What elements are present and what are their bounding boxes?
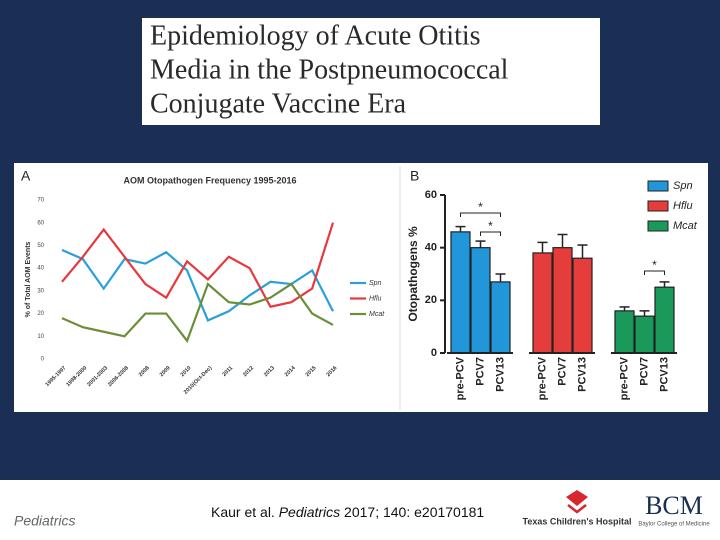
x-tick-label: PCV13 xyxy=(494,357,506,392)
legend-swatch xyxy=(647,220,669,232)
x-tick-label: PCV7 xyxy=(474,357,486,386)
y-tick-label: 40 xyxy=(37,266,44,272)
bar xyxy=(470,247,491,354)
significance-bracket xyxy=(644,270,665,275)
y-tick-label: 10 xyxy=(37,334,44,340)
legend-label: Spn xyxy=(369,280,382,287)
logo-icon xyxy=(567,504,587,514)
bcm-logo-sub: Baylor College of Medicine xyxy=(638,522,710,528)
bar xyxy=(572,257,593,354)
legend-label: Spn xyxy=(673,180,693,192)
footer-background xyxy=(0,480,720,540)
citation-text: Kaur et al. xyxy=(211,504,279,520)
y-tick-label: 20 xyxy=(37,311,44,317)
y-axis-label: % of Total AOM Events xyxy=(25,241,32,317)
bar xyxy=(490,281,511,354)
citation-journal: Pediatrics xyxy=(279,504,340,520)
x-tick-label: pre-PCV xyxy=(536,356,548,400)
legend-label: Mcat xyxy=(673,220,698,232)
bcm-logo: BCM xyxy=(645,491,703,520)
significance-star: * xyxy=(488,219,493,233)
y-axis-label: Otopathogens % xyxy=(406,226,420,322)
x-tick-label: PCV13 xyxy=(658,357,670,392)
significance-bracket xyxy=(460,212,501,217)
series-line xyxy=(61,248,334,322)
y-tick-label: 30 xyxy=(37,288,44,294)
y-tick-label: 40 xyxy=(425,242,437,254)
slide-title: Media in the Postpneumococcal xyxy=(150,54,509,85)
footer-journal: Pediatrics xyxy=(14,513,75,529)
slide-title: Conjugate Vaccine Era xyxy=(150,88,407,119)
y-tick-label: 20 xyxy=(425,294,437,306)
legend-swatch xyxy=(647,200,669,212)
series-line xyxy=(61,222,335,309)
x-tick-label: PCV7 xyxy=(638,357,650,386)
footer-citation: Kaur et al. Pediatrics 2017; 140: e20170… xyxy=(211,504,484,520)
tch-logo: Texas Children's Hospital xyxy=(522,490,632,526)
x-tick-label: pre-PCV xyxy=(618,356,630,400)
x-tick-label: PCV13 xyxy=(576,357,588,392)
chart-title: AOM Otopathogen Frequency 1995-2016 xyxy=(123,175,296,185)
y-tick-label: 0 xyxy=(431,347,437,359)
y-tick-label: 60 xyxy=(425,189,437,201)
bar xyxy=(654,286,675,354)
legend-label: Hflu xyxy=(369,295,382,302)
legend-label: Hflu xyxy=(673,200,693,212)
panel-label: B xyxy=(410,168,419,184)
logo-text: Texas Children's Hospital xyxy=(522,516,631,526)
panel-label: A xyxy=(21,168,31,184)
y-tick-label: 0 xyxy=(41,357,45,363)
slide-title: Epidemiology of Acute Otitis xyxy=(150,20,481,51)
legend-label: Mcat xyxy=(369,311,385,318)
x-tick-label: pre-PCV xyxy=(454,356,466,400)
y-tick-label: 50 xyxy=(37,243,44,249)
logo-icon xyxy=(566,490,588,506)
bar xyxy=(532,252,553,354)
bar xyxy=(552,247,573,354)
series-line xyxy=(61,282,334,344)
legend-swatch xyxy=(647,180,669,192)
significance-bracket xyxy=(480,231,501,236)
bar xyxy=(614,310,635,354)
citation-text: 2017; 140: e20170181 xyxy=(340,504,484,520)
title-box xyxy=(142,18,600,125)
significance-star: * xyxy=(652,258,657,272)
y-tick-label: 60 xyxy=(37,220,44,226)
bar xyxy=(634,315,655,354)
x-tick-label: PCV7 xyxy=(556,357,568,386)
y-tick-label: 70 xyxy=(37,198,44,204)
significance-star: * xyxy=(478,200,483,214)
bar xyxy=(450,231,471,354)
